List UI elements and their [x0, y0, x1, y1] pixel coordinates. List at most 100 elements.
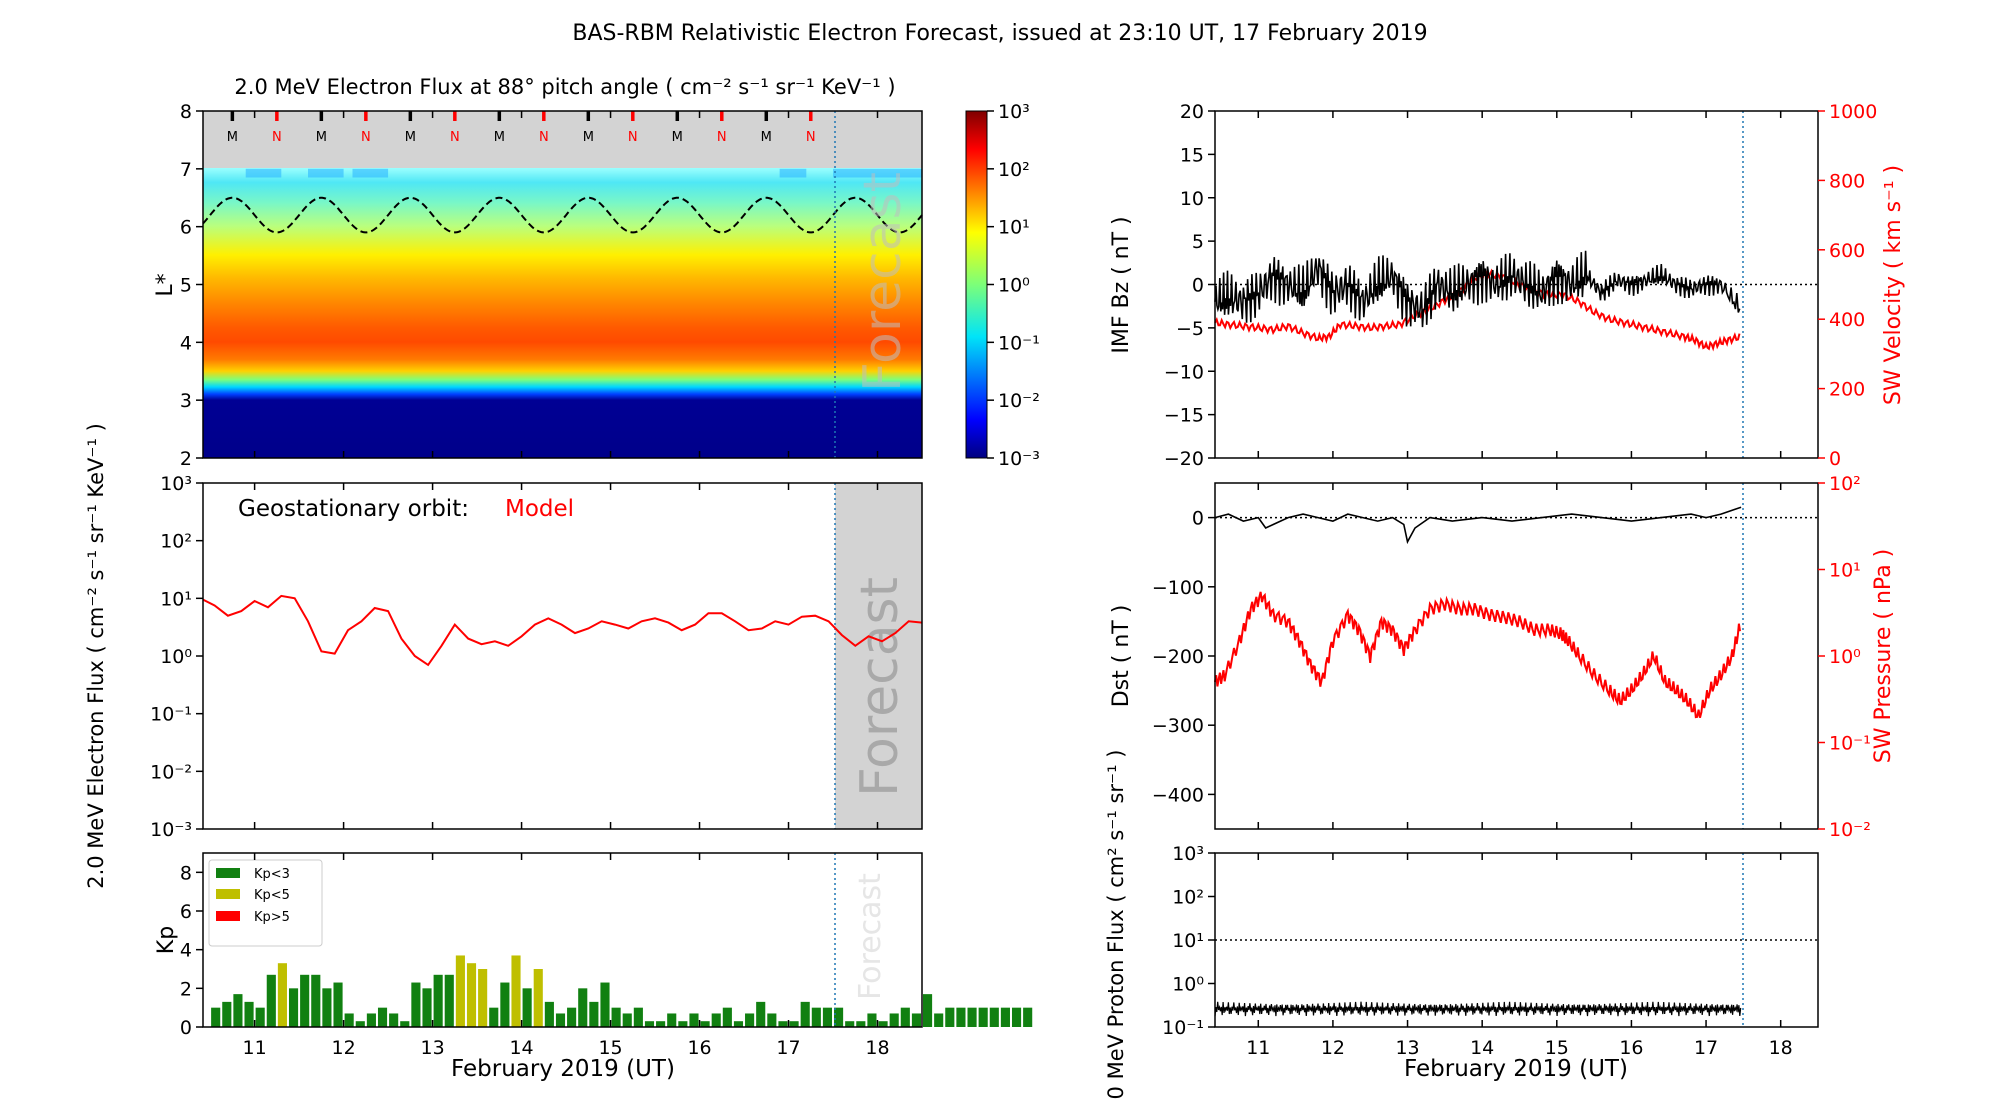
geo-ylabel: 2.0 MeV Electron Flux ( cm⁻² s⁻¹ sr⁻¹ Ke… [84, 423, 108, 889]
kp-bar [277, 963, 287, 1027]
kp-bar [411, 982, 421, 1027]
y-tick-label: 800 [1829, 170, 1865, 192]
kp-bar [433, 974, 443, 1027]
geo-x-ticks [253, 483, 879, 829]
kp-bar [578, 988, 588, 1027]
kp-bar [633, 1007, 643, 1027]
kp-bar [911, 1013, 921, 1027]
kp-bar [255, 1007, 265, 1027]
kp-bar [778, 1021, 788, 1027]
x-tick-label: 13 [1395, 1037, 1419, 1059]
orbit-marker-label: M [672, 130, 683, 145]
colorbar-tick-label: 10¹ [998, 217, 1030, 239]
geo-panel: Forecast Geostationary orbit: Model 10³1… [84, 423, 923, 889]
orbit-marker-label: N [361, 130, 371, 145]
kp-bar [1000, 1007, 1010, 1027]
kp-bar [266, 974, 276, 1027]
x-tick-label: 18 [1769, 1037, 1793, 1059]
lstar-title: 2.0 MeV Electron Flux at 88° pitch angle… [234, 75, 895, 99]
y-tick-label: 400 [1829, 309, 1865, 331]
y-tick-label: 10¹ [1829, 560, 1861, 582]
kp-bars [211, 955, 1033, 1027]
lstar-low-flux-patches [245, 168, 922, 178]
geo-annotation-model: Model [505, 496, 574, 522]
y-tick-label: 10⁻¹ [1162, 1017, 1204, 1039]
kp-legend-low: Kp<3 [254, 867, 290, 882]
kp-bar [355, 1021, 365, 1027]
kp-bar [333, 982, 343, 1027]
kp-bar [989, 1007, 999, 1027]
colorbar-ticks: 10³ 10² 10¹ 10⁰ 10⁻¹ 10⁻² 10⁻³ [987, 101, 1040, 470]
orbit-marker-label: M [583, 130, 594, 145]
y-tick-label: 0 [1192, 508, 1204, 530]
x-tick-label: 14 [509, 1037, 533, 1059]
orbit-marker-label: N [450, 130, 460, 145]
lstar-x-ticks [253, 111, 879, 458]
kp-bar [522, 988, 532, 1027]
imf-panel: 20 15 10 5 0 −5 −10 −15 −20 1000 800 600 400 200 0 IM… [1109, 101, 1906, 470]
kp-y-axis: 8 6 4 2 0 [180, 862, 203, 1039]
y-tick-label: −15 [1164, 405, 1204, 427]
y-tick-label: −400 [1152, 784, 1204, 806]
y-tick-label: −20 [1164, 448, 1204, 470]
kp-bar [756, 1001, 766, 1027]
kp-bar [1023, 1007, 1033, 1027]
kp-bar [889, 1013, 899, 1027]
x-tick-label: 18 [865, 1037, 889, 1059]
kp-bar [967, 1007, 977, 1027]
kp-bar [322, 988, 332, 1027]
kp-bar [600, 982, 610, 1027]
x-tick-label: 13 [420, 1037, 444, 1059]
lstar-panel: 2.0 MeV Electron Flux at 88° pitch angle… [153, 75, 923, 470]
y-tick-label: 10⁰ [1829, 646, 1861, 668]
kp-bar [478, 969, 488, 1027]
dst-frame [1214, 482, 1819, 830]
orbit-marker-label: N [806, 130, 816, 145]
x-tick-label: 11 [243, 1037, 267, 1059]
proton-panel: 10³ 10² 10¹ 10⁰ 10⁻¹ 11 12 13 14 15 16 17 18 >10 Me… [1104, 750, 1819, 1100]
kp-bar [511, 955, 521, 1027]
kp-bar [211, 1007, 221, 1027]
kp-legend-low-swatch [216, 868, 240, 878]
y-tick-label: 10² [1172, 887, 1204, 909]
geo-forecast-region [835, 483, 922, 829]
kp-bar [489, 1007, 499, 1027]
x-tick-label: 14 [1470, 1037, 1494, 1059]
orbit-marker-label: M [761, 130, 772, 145]
y-tick-label: 6 [180, 217, 192, 239]
colorbar-tick-label: 10⁰ [998, 275, 1030, 297]
kp-legend-high: Kp>5 [254, 910, 290, 925]
y-tick-label: 2 [180, 448, 192, 470]
x-tick-label: 15 [598, 1037, 622, 1059]
y-tick-label: 8 [180, 101, 192, 123]
right-xlabel: February 2019 (UT) [1404, 1056, 1628, 1082]
y-tick-label: 20 [1180, 101, 1204, 123]
kp-bar [678, 1021, 688, 1027]
x-tick-label: 16 [687, 1037, 711, 1059]
kp-bar [834, 1007, 844, 1027]
kp-bar [923, 994, 933, 1027]
y-tick-label: 10⁻² [1829, 819, 1871, 841]
imf-bz-line [1214, 250, 1741, 328]
kp-bar [589, 1001, 599, 1027]
kp-bar [377, 1007, 388, 1027]
y-tick-label: 10⁰ [160, 646, 192, 668]
low-flux-patch [352, 168, 389, 178]
orbit-marker-label: N [628, 130, 638, 145]
kp-bar [622, 1013, 632, 1027]
y-tick-label: 10⁻¹ [1829, 733, 1871, 755]
kp-bar [900, 1007, 910, 1027]
x-tick-label: 17 [1694, 1037, 1718, 1059]
y-tick-label: 10¹ [160, 588, 192, 610]
kp-bar [700, 1021, 710, 1027]
dst-left-axis: 0 −100 −200 −300 −400 [1152, 508, 1215, 806]
lstar-forecast-label: Forecast [853, 172, 913, 392]
imf-ylabel: IMF Bz ( nT ) [1109, 216, 1134, 353]
kp-bar [689, 1013, 699, 1027]
low-flux-patch [308, 168, 344, 178]
x-tick-label: 11 [1246, 1037, 1270, 1059]
kp-bar [822, 1007, 833, 1027]
orbit-marker-label: N [717, 130, 727, 145]
